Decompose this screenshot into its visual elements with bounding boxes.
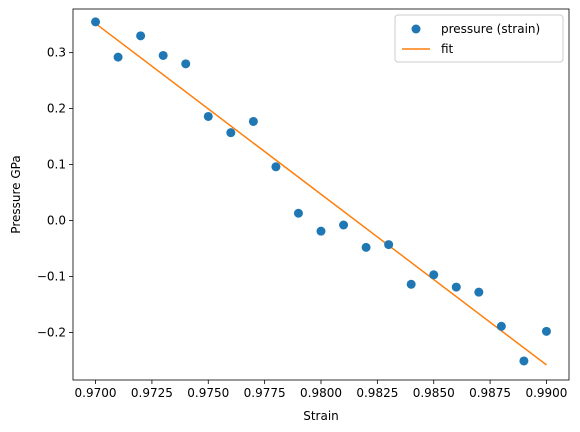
data-point bbox=[248, 116, 258, 126]
data-point bbox=[429, 270, 439, 280]
x-axis: 0.9700 0.9725 0.9750 0.9775 0.9800 0.9825 0.98… bbox=[75, 380, 567, 400]
data-point bbox=[293, 208, 303, 218]
data-point bbox=[384, 240, 394, 250]
data-point bbox=[361, 242, 371, 252]
fit-line bbox=[95, 22, 547, 366]
data-point bbox=[158, 50, 168, 60]
data-point bbox=[496, 321, 506, 331]
data-point bbox=[541, 326, 551, 336]
y-tick-label: 0.2 bbox=[47, 102, 66, 116]
data-point bbox=[91, 17, 101, 27]
x-tick-label: 0.9725 bbox=[131, 386, 173, 400]
x-axis-label: Strain bbox=[303, 409, 339, 423]
data-point bbox=[339, 220, 349, 230]
x-tick-label: 0.9700 bbox=[75, 386, 117, 400]
data-point bbox=[451, 282, 461, 292]
legend-box bbox=[394, 14, 564, 63]
y-tick-label: 0.0 bbox=[47, 214, 66, 228]
data-point bbox=[271, 162, 281, 172]
data-point bbox=[316, 226, 326, 236]
x-tick-label: 0.9900 bbox=[525, 386, 567, 400]
y-tick-label: −0.2 bbox=[37, 325, 66, 339]
y-tick-label: 0.1 bbox=[47, 158, 66, 172]
data-point bbox=[474, 287, 484, 297]
x-tick-label: 0.9850 bbox=[413, 386, 455, 400]
legend-label: fit bbox=[441, 42, 454, 56]
y-tick-label: −0.1 bbox=[37, 269, 66, 283]
x-tick-label: 0.9825 bbox=[356, 386, 398, 400]
legend-marker-scatter bbox=[411, 24, 421, 34]
y-axis: −0.2 −0.1 0.0 0.1 0.2 0.3 bbox=[37, 46, 73, 339]
data-point bbox=[406, 279, 416, 289]
y-tick-label: 0.3 bbox=[47, 46, 66, 60]
plot-area bbox=[91, 17, 551, 366]
data-point bbox=[113, 52, 123, 62]
data-point bbox=[519, 356, 529, 366]
data-point bbox=[203, 111, 213, 121]
data-point bbox=[136, 31, 146, 41]
x-tick-label: 0.9800 bbox=[300, 386, 342, 400]
y-axis-label: Pressure GPa bbox=[9, 155, 23, 233]
data-point bbox=[226, 128, 236, 138]
legend: pressure (strain) fit bbox=[394, 14, 564, 63]
data-point bbox=[181, 59, 191, 69]
x-tick-label: 0.9775 bbox=[244, 386, 286, 400]
x-tick-label: 0.9750 bbox=[187, 386, 229, 400]
legend-label: pressure (strain) bbox=[441, 22, 540, 36]
x-tick-label: 0.9875 bbox=[469, 386, 511, 400]
